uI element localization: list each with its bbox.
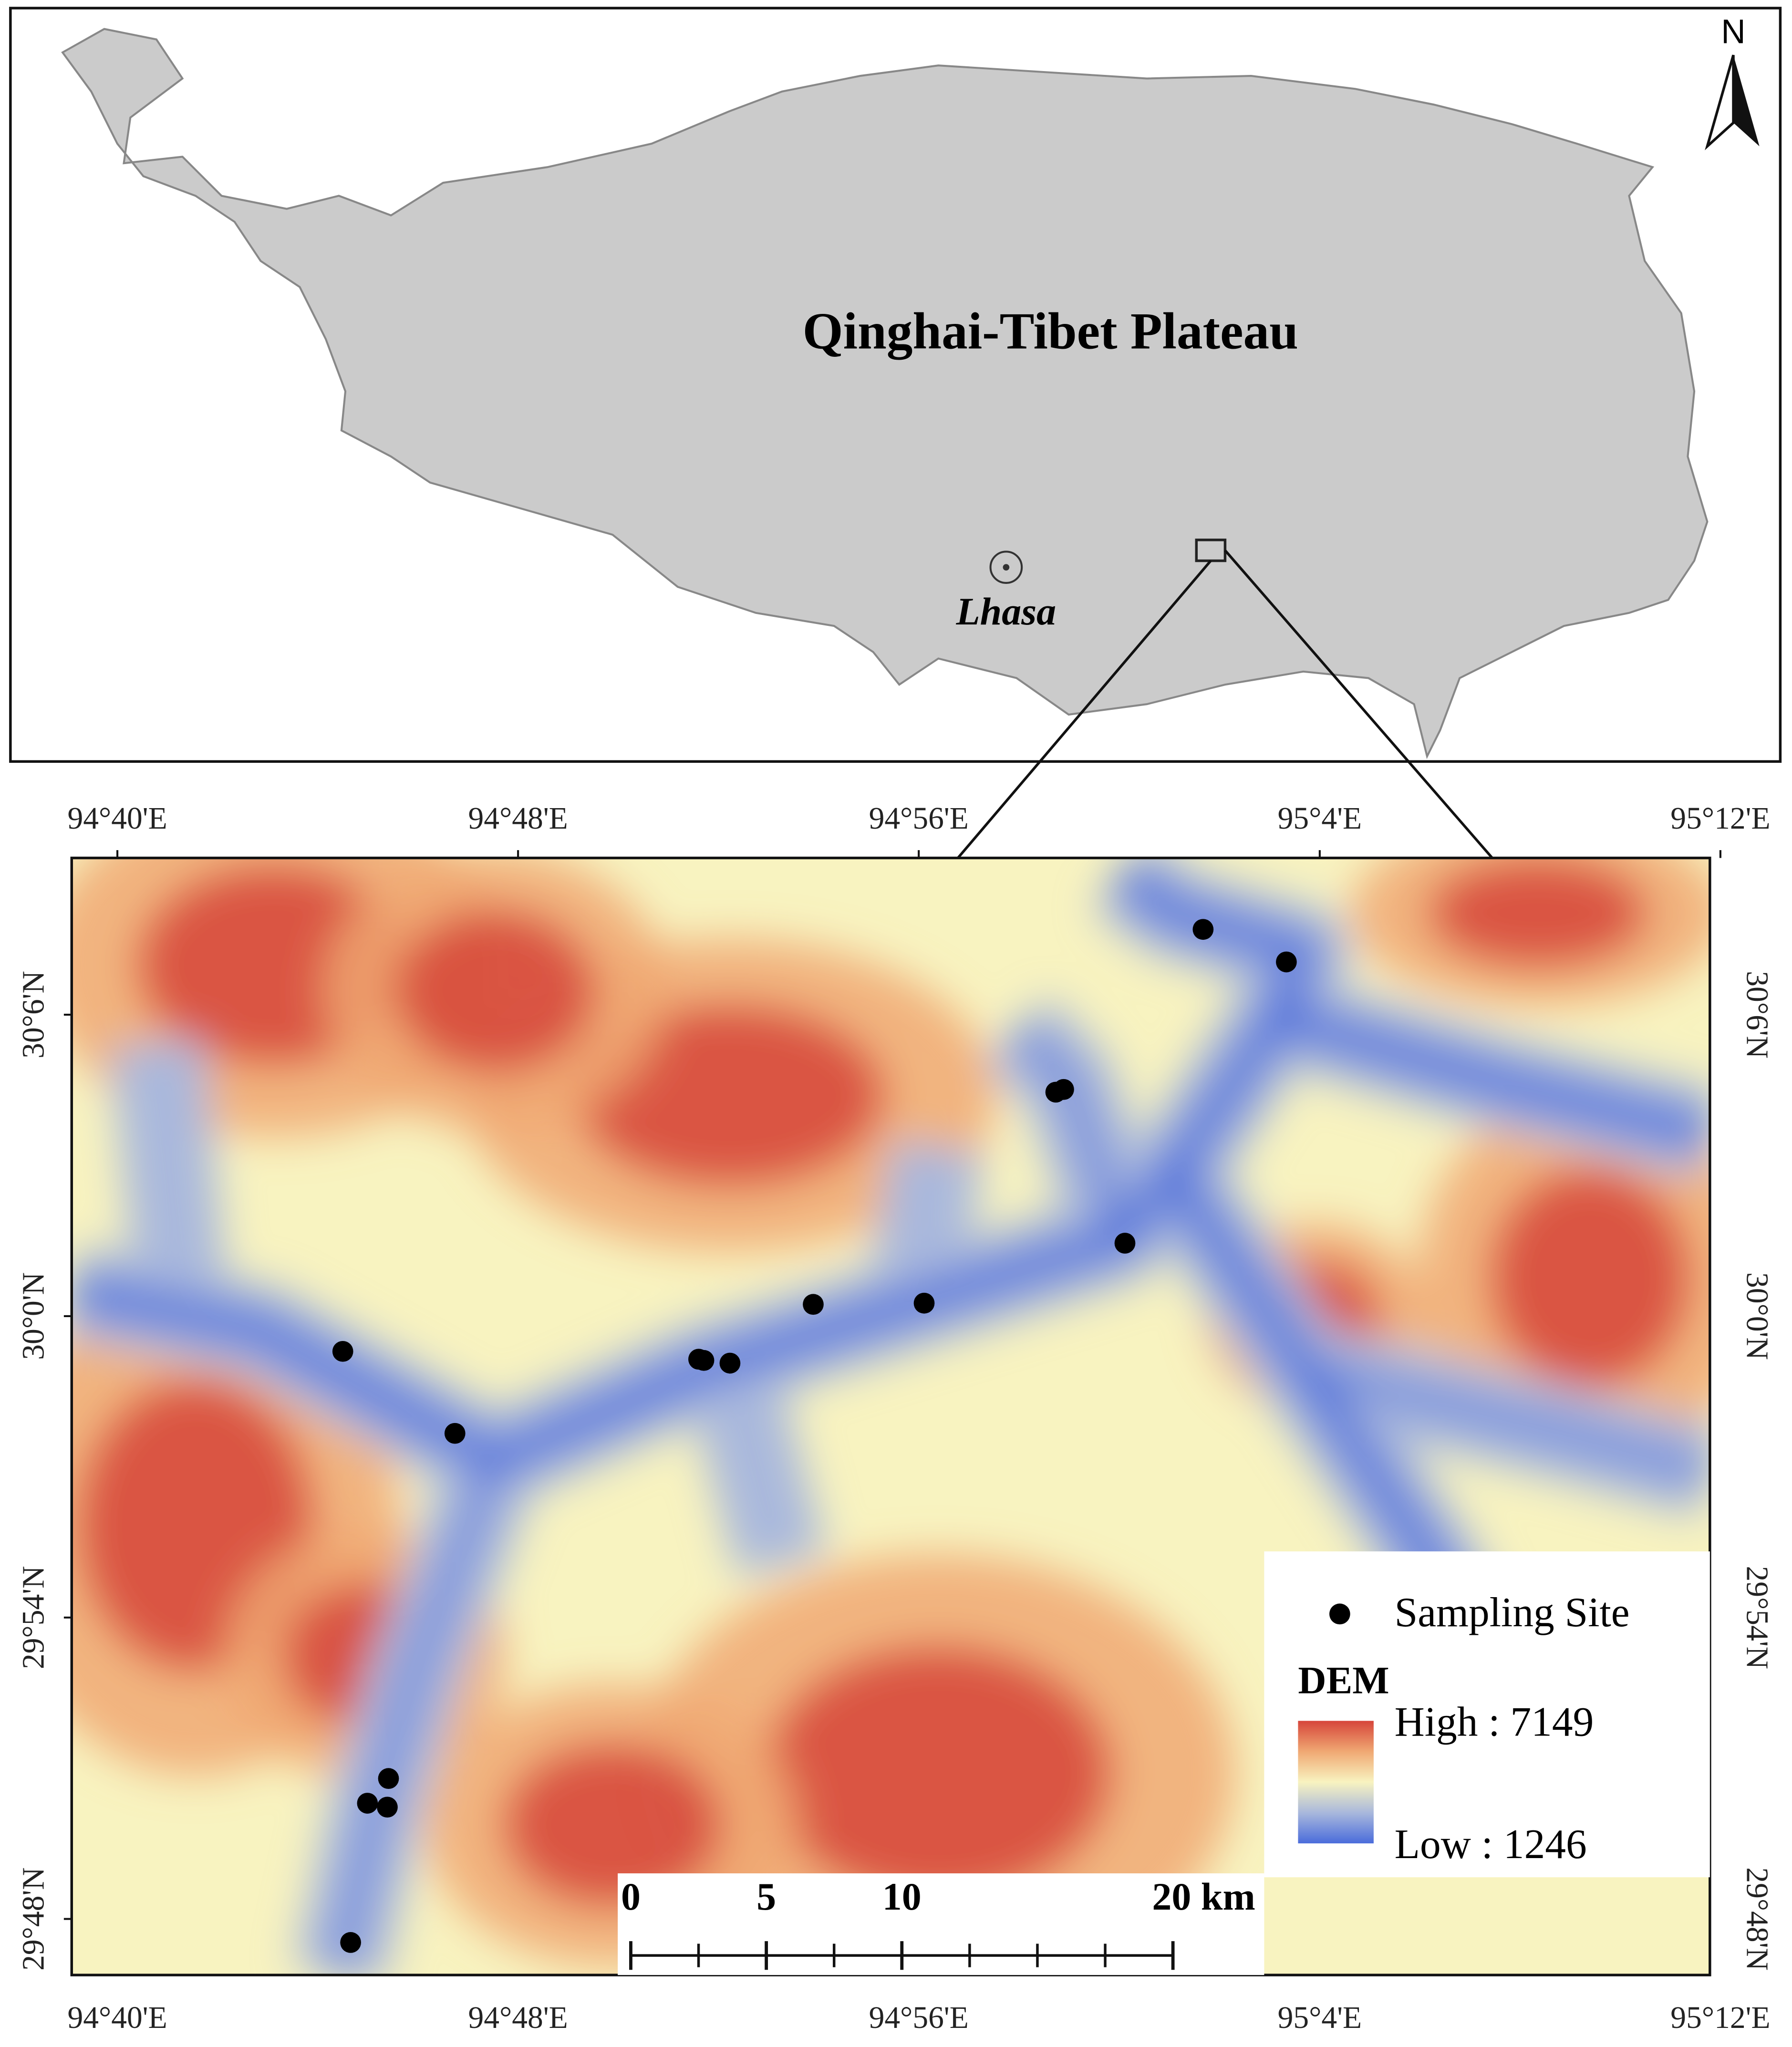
y-tick-label: 30°6'N bbox=[1740, 971, 1774, 1059]
scale-label: 10 bbox=[882, 1875, 922, 1918]
zoom-line bbox=[1224, 549, 1493, 859]
scale-box bbox=[618, 1873, 1264, 1975]
y-tick-label: 30°6'N bbox=[17, 971, 51, 1059]
relief bbox=[765, 1645, 1112, 1901]
x-tick-label: 95°12'E bbox=[1670, 801, 1770, 836]
sampling-site bbox=[1192, 919, 1214, 940]
valley bbox=[111, 1038, 228, 1309]
valley bbox=[867, 1140, 984, 1311]
river bbox=[1301, 1359, 1710, 1484]
legend-ramp bbox=[1298, 1721, 1374, 1844]
north-label: N bbox=[1721, 13, 1745, 51]
relief bbox=[394, 909, 596, 1073]
x-tick-label: 94°48'E bbox=[468, 801, 568, 836]
y-tick-label: 29°48'N bbox=[17, 1867, 51, 1971]
north-arrow bbox=[1733, 55, 1760, 146]
dem-raster bbox=[72, 858, 1710, 1975]
dem-relief bbox=[72, 858, 1710, 1975]
x-tick-label: 94°56'E bbox=[869, 801, 969, 836]
region-label: Qinghai-Tibet Plateau bbox=[803, 302, 1298, 360]
relief bbox=[1428, 858, 1647, 968]
city-label: Lhasa bbox=[956, 590, 1057, 633]
x-tick-label: 95°4'E bbox=[1278, 2001, 1362, 2035]
sampling-site bbox=[332, 1340, 353, 1362]
x-tick-label: 94°40'E bbox=[67, 2001, 167, 2035]
sampling-site bbox=[1114, 1233, 1136, 1254]
sampling-site bbox=[803, 1294, 824, 1315]
legend-high: High : 7149 bbox=[1395, 1698, 1594, 1745]
sampling-site bbox=[719, 1352, 741, 1374]
river bbox=[1272, 998, 1710, 1153]
river bbox=[72, 1153, 1516, 1704]
sampling-site bbox=[340, 1932, 361, 1953]
river bbox=[1109, 858, 1323, 1185]
y-tick-label: 29°54'N bbox=[1740, 1566, 1774, 1669]
sampling-site bbox=[444, 1423, 466, 1444]
y-tick-label: 29°48'N bbox=[1740, 1867, 1774, 1971]
relief bbox=[1490, 1168, 1690, 1387]
scale-label: 5 bbox=[756, 1875, 776, 1918]
sampling-site bbox=[913, 1292, 935, 1314]
sampling-site bbox=[693, 1350, 715, 1371]
axes: 94°40'E 94°40'E 94°48'E 94°48'E 94°56'E 94°56… bbox=[17, 801, 1774, 2035]
x-tick-label: 94°48'E bbox=[468, 2001, 568, 2035]
plateau-outline bbox=[61, 28, 1709, 759]
y-tick-label: 30°0'N bbox=[1740, 1272, 1774, 1360]
city-marker bbox=[989, 551, 1023, 584]
y-tick-label: 30°0'N bbox=[17, 1272, 51, 1360]
x-tick-label: 95°12'E bbox=[1670, 2001, 1770, 2035]
x-tick-label: 94°56'E bbox=[869, 2001, 969, 2035]
legend-site-marker bbox=[1329, 1603, 1350, 1625]
y-tick-label: 29°54'N bbox=[17, 1566, 51, 1669]
relief bbox=[574, 1004, 885, 1187]
scale-label: 0 bbox=[621, 1875, 641, 1918]
valley bbox=[685, 1357, 826, 1577]
sampling-site bbox=[1053, 1079, 1074, 1100]
sampling-site bbox=[357, 1793, 378, 1814]
relief bbox=[503, 1743, 722, 1908]
river bbox=[329, 1456, 505, 1975]
x-tick-label: 94°40'E bbox=[67, 801, 167, 836]
scale-bar: 0 5 10 20 km bbox=[621, 1875, 1255, 1970]
sampling-site bbox=[377, 1797, 398, 1818]
legend-site-label: Sampling Site bbox=[1395, 1589, 1630, 1635]
scale-label: 20 km bbox=[1152, 1875, 1255, 1918]
city-dot bbox=[1003, 564, 1010, 571]
legend-dem-title: DEM bbox=[1298, 1659, 1389, 1702]
sampling-site bbox=[378, 1768, 399, 1789]
x-tick-label: 95°4'E bbox=[1278, 801, 1362, 836]
zoom-line bbox=[957, 560, 1212, 859]
legend-low: Low : 1246 bbox=[1395, 1821, 1587, 1867]
sampling-site bbox=[1276, 951, 1297, 973]
sites bbox=[332, 919, 1297, 1953]
